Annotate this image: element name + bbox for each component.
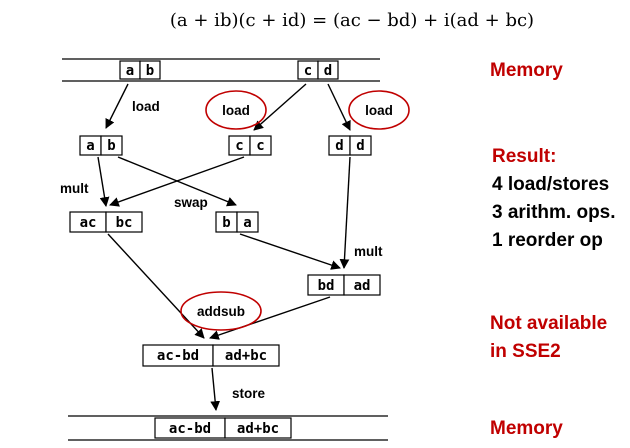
side-result-title: Result: [492, 146, 556, 167]
arrow-dd-to-bdad [339, 156, 351, 269]
label-load-3: load [365, 103, 393, 118]
svg-text:ac-bd: ac-bd [169, 421, 211, 437]
arrow-bdad-to-result [209, 296, 331, 340]
mem-cell-b: b [146, 63, 154, 79]
arrow-load-ab [105, 83, 129, 129]
register-result: ac-bd ad+bc [142, 344, 280, 367]
arrow-ba-to-bdad [239, 233, 341, 270]
mem-cell-d: d [324, 63, 332, 79]
svg-text:a: a [86, 138, 94, 154]
arrow-ab-to-acbc [97, 156, 110, 207]
ring-load-2 [205, 90, 267, 130]
label-mult-2: mult [354, 244, 383, 259]
side-memory-bottom: Memory [490, 418, 563, 439]
ring-load-3 [348, 90, 410, 130]
memory-top-left-cells: a b [119, 60, 161, 80]
svg-text:ac: ac [80, 215, 97, 231]
svg-text:b: b [107, 138, 115, 154]
svg-text:b: b [222, 215, 230, 231]
svg-text:ad+bc: ad+bc [225, 348, 267, 364]
svg-text:d: d [356, 138, 364, 154]
register-ac-bc: ac bc [69, 211, 143, 233]
register-bd-ad: bd ad [307, 274, 381, 296]
arrow-load-cc [253, 83, 307, 131]
register-dd: d d [328, 135, 372, 156]
side-result-line-2: 3 arithm. ops. [492, 202, 616, 223]
svg-text:a: a [243, 215, 251, 231]
svg-text:ad+bc: ad+bc [237, 421, 279, 437]
register-ba: b a [215, 211, 259, 233]
side-result-line-1: 4 load/stores [492, 174, 609, 195]
memory-top-right-cells: c d [297, 60, 339, 80]
svg-text:bd: bd [318, 278, 335, 294]
svg-text:d: d [335, 138, 343, 154]
label-store: store [232, 386, 266, 401]
label-load-1: load [132, 99, 160, 114]
side-result-line-3: 1 reorder op [492, 230, 603, 251]
label-mult-1: mult [60, 181, 89, 196]
side-memory-top: Memory [490, 60, 563, 81]
mem-cell-c: c [304, 63, 312, 79]
ring-addsub [180, 291, 262, 331]
label-swap: swap [174, 195, 208, 210]
svg-text:bc: bc [116, 215, 133, 231]
arrow-acbc-to-result [107, 233, 205, 339]
svg-text:c: c [235, 138, 243, 154]
label-load-2: load [222, 103, 250, 118]
side-not-available-1: Not available [490, 313, 607, 334]
arrow-load-dd [327, 83, 351, 131]
svg-text:ad: ad [354, 278, 371, 294]
arrow-ab-to-ba [117, 156, 237, 207]
register-cc: c c [228, 135, 272, 156]
label-addsub: addsub [197, 304, 245, 319]
arrow-store [210, 367, 221, 411]
formula: (a + ib)(c + id) = (ac − bd) + i(ad + bc… [170, 10, 534, 31]
mem-cell-a: a [126, 63, 134, 79]
svg-text:ac-bd: ac-bd [157, 348, 199, 364]
svg-text:c: c [256, 138, 264, 154]
memory-bottom-cells: ac-bd ad+bc [154, 417, 292, 439]
register-ab: a b [79, 135, 123, 156]
side-not-available-2: in SSE2 [490, 341, 561, 362]
